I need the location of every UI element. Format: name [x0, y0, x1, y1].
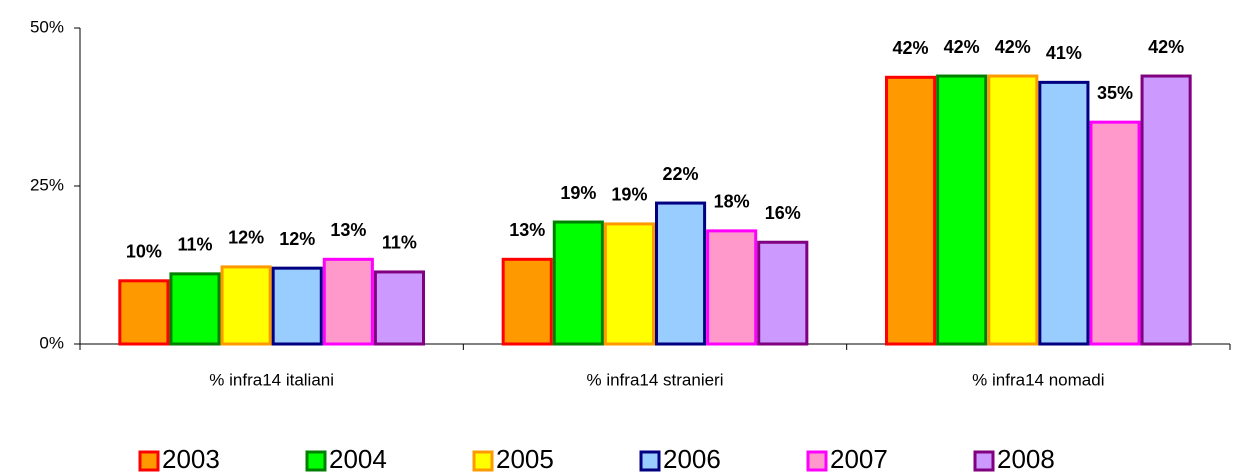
bar [603, 222, 656, 346]
bar [757, 240, 809, 346]
legend-label: 2006 [663, 444, 721, 473]
bar [552, 220, 604, 346]
value-label: 41% [1046, 43, 1082, 63]
value-label: 19% [560, 183, 596, 203]
value-label: 12% [228, 228, 264, 248]
value-label: 19% [611, 185, 647, 205]
legend-label: 2004 [329, 444, 387, 473]
value-label: 42% [944, 37, 980, 57]
value-label: 12% [279, 229, 315, 249]
value-label: 11% [177, 235, 212, 255]
bar [169, 272, 221, 346]
bar [936, 74, 988, 346]
legend-swatch [138, 450, 160, 472]
y-tick-label: 25% [30, 175, 64, 194]
bar [706, 229, 758, 346]
value-label: 18% [714, 192, 750, 212]
x-tick-label: % infra14 stranieri [586, 370, 723, 389]
bar [118, 279, 170, 346]
legend-swatch [973, 450, 995, 472]
value-label: 11% [382, 233, 417, 253]
y-tick-label: 50% [30, 17, 64, 36]
value-label: 42% [893, 38, 929, 58]
bar [322, 257, 374, 346]
bar [987, 74, 1039, 346]
value-label: 13% [509, 220, 545, 240]
value-label: 13% [330, 220, 366, 240]
legend-swatch [639, 450, 661, 472]
bar [220, 265, 272, 346]
bar [271, 266, 323, 346]
legend-label: 2007 [830, 444, 888, 473]
value-label: 22% [663, 164, 699, 184]
legend-label: 2008 [997, 444, 1055, 473]
legend-label: 2003 [162, 444, 220, 473]
bar [885, 75, 937, 346]
legend-swatch [305, 450, 327, 472]
bar [1089, 120, 1141, 346]
x-tick-label: % infra14 italiani [209, 370, 334, 389]
value-label: 35% [1097, 83, 1133, 103]
value-label: 16% [765, 203, 801, 223]
value-label: 10% [126, 242, 162, 262]
value-label: 42% [1148, 37, 1184, 57]
legend-swatch [806, 450, 828, 472]
bar [1038, 80, 1090, 346]
x-tick-label: % infra14 nomadi [972, 370, 1104, 389]
y-tick-label: 0% [39, 333, 64, 352]
bar [373, 270, 425, 346]
legend-swatch [472, 450, 494, 472]
bar [501, 257, 553, 346]
value-label: 42% [995, 37, 1031, 57]
bar [1140, 74, 1192, 346]
legend-label: 2005 [496, 444, 554, 473]
bar [655, 201, 707, 346]
